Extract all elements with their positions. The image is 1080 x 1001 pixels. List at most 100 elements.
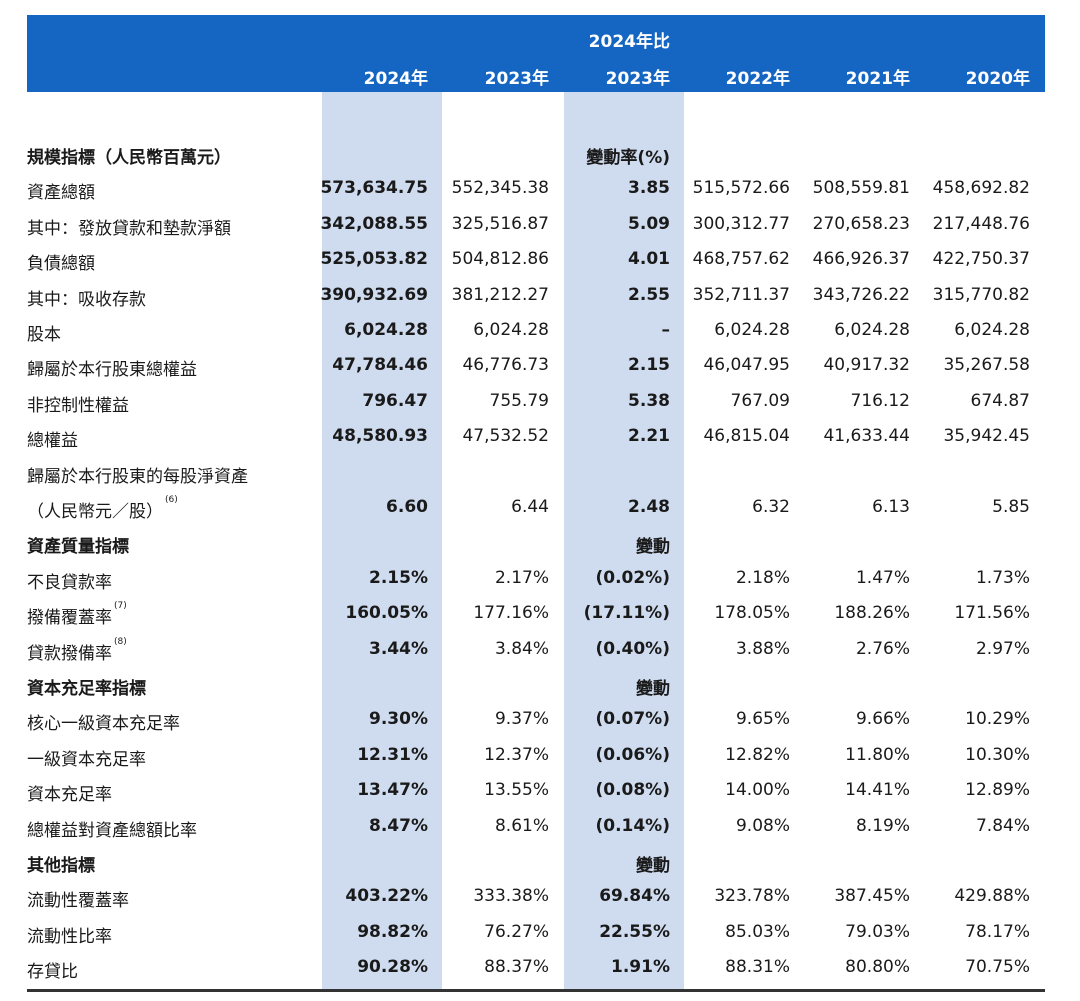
cell-2024: 12.31%	[357, 744, 428, 765]
cell-2024: 573,634.75	[320, 178, 428, 199]
row-label: 流動性比率	[27, 926, 112, 947]
cell-2020: 7.84%	[975, 815, 1030, 836]
cell-change: 5.09	[628, 213, 670, 234]
table-row: 總權益 48,580.93 47,532.52 2.21 46,815.04 41,633…	[27, 420, 1045, 455]
cell-change: 2.48	[628, 497, 670, 517]
cell-2020: 217,448.76	[932, 213, 1030, 234]
change-type-note: 變動	[636, 537, 670, 558]
cell-2022: 767.09	[730, 390, 790, 411]
cell-2021: 9.66%	[855, 709, 910, 730]
row-label: 其中：發放貸款和墊款淨額	[27, 218, 231, 239]
cell-2021: 8.19%	[855, 815, 910, 836]
table-row: 歸屬於本行股東的每股淨資產	[27, 456, 1045, 491]
cell-2023: 325,516.87	[451, 213, 549, 234]
footnote-marker: (7)	[114, 601, 127, 612]
table-row: 撥備覆蓋率 (7) 160.05% 177.16% (17.11%) 178.05% 188…	[27, 597, 1045, 632]
cell-2024: 525,053.82	[320, 249, 428, 270]
cell-2022: 85.03%	[725, 921, 790, 942]
cell-2021: 79.03%	[845, 921, 910, 942]
cell-2024: 48,580.93	[332, 426, 428, 447]
cell-2023: 13.55%	[484, 780, 549, 801]
row-label: 一級資本充足率	[27, 749, 146, 770]
cell-2021: 80.80%	[845, 957, 910, 978]
cell-2024: 160.05%	[345, 603, 428, 624]
row-label: 撥備覆蓋率	[27, 608, 112, 629]
row-label: 負債總額	[27, 254, 95, 275]
table-row: 非控制性權益 796.47 755.79 5.38 767.09 716.12 674.87	[27, 385, 1045, 420]
cell-2020: 12.89%	[965, 780, 1030, 801]
section-title: 規模指標（人民幣百萬元）	[27, 148, 231, 168]
footnote-marker: (8)	[114, 636, 127, 647]
table-row: 不良貸款率 2.15% 2.17% (0.02%) 2.18% 1.47% 1.73%	[27, 562, 1045, 597]
cell-2024: 3.44%	[369, 638, 428, 659]
cell-2020: 429.88%	[954, 886, 1030, 907]
row-label: （人民幣元／股）	[27, 502, 163, 522]
cell-change: –	[661, 320, 671, 340]
cell-2023: 552,345.38	[451, 178, 549, 199]
cell-2022: 12.82%	[725, 744, 790, 765]
cell-2021: 270,658.23	[812, 213, 910, 234]
row-label: 歸屬於本行股東總權益	[27, 360, 197, 381]
cell-2020: 458,692.82	[932, 178, 1030, 199]
table-row: 總權益對資產總額比率 8.47% 8.61% (0.14%) 9.08% 8.19% 7.8…	[27, 810, 1045, 845]
cell-2022: 468,757.62	[692, 249, 790, 270]
header-col-2022: 2022年	[725, 69, 790, 89]
table-header: 2024年比 2024年 2023年 2023年 2022年 2021年 202…	[27, 15, 1045, 92]
cell-change: 4.01	[628, 249, 670, 270]
cell-2023: 381,212.27	[451, 284, 549, 305]
cell-2024: 90.28%	[357, 957, 428, 978]
cell-2022: 6.32	[752, 497, 790, 517]
cell-2021: 387.45%	[834, 886, 910, 907]
cell-2021: 188.26%	[834, 603, 910, 624]
cell-2022: 2.18%	[735, 567, 790, 588]
cell-2020: 171.56%	[954, 603, 1030, 624]
cell-change: (17.11%)	[583, 603, 670, 624]
row-label: 流動性覆蓋率	[27, 891, 129, 912]
row-label: 不良貸款率	[27, 572, 112, 593]
cell-2024: 342,088.55	[320, 213, 428, 234]
header-col-2024: 2024年	[363, 69, 428, 89]
cell-change: 3.85	[628, 178, 670, 199]
cell-2022: 14.00%	[725, 780, 790, 801]
table-row: （人民幣元／股） (6) 6.60 6.44 2.48 6.32 6.13 5.85	[27, 491, 1045, 526]
cell-2021: 40,917.32	[823, 355, 910, 376]
cell-2021: 2.76%	[855, 638, 910, 659]
cell-2021: 6,024.28	[834, 320, 910, 340]
cell-change: 2.15	[628, 355, 670, 376]
table-row: 歸屬於本行股東總權益 47,784.46 46,776.73 2.15 46,047.9…	[27, 349, 1045, 384]
cell-change: 5.38	[628, 390, 670, 411]
table-row: 其中：吸收存款 390,932.69 381,212.27 2.55 352,711.3…	[27, 279, 1045, 314]
cell-2021: 41,633.44	[823, 426, 910, 447]
section-title: 資本充足率指標	[27, 679, 146, 699]
cell-change: (0.40%)	[595, 638, 670, 659]
row-label: 股本	[27, 325, 61, 345]
cell-2023: 504,812.86	[451, 249, 549, 270]
header-col-2021: 2021年	[845, 69, 910, 89]
cell-2023: 8.61%	[494, 815, 549, 836]
cell-2023: 333.38%	[473, 886, 549, 907]
cell-2021: 508,559.81	[812, 178, 910, 199]
cell-2020: 674.87	[970, 390, 1030, 411]
cell-2022: 9.08%	[735, 815, 790, 836]
cell-change: (0.14%)	[595, 815, 670, 836]
cell-2022: 515,572.66	[692, 178, 790, 199]
cell-2020: 5.85	[992, 497, 1030, 517]
cell-2022: 300,312.77	[692, 213, 790, 234]
cell-2021: 1.47%	[855, 567, 910, 588]
cell-2024: 98.82%	[357, 921, 428, 942]
row-label: 其中：吸收存款	[27, 289, 146, 310]
header-col-2020: 2020年	[965, 69, 1030, 89]
table-row: 存貸比 90.28% 88.37% 1.91% 88.31% 80.80% 70.75%	[27, 951, 1045, 986]
cell-change: 69.84%	[599, 886, 670, 907]
cell-2023: 177.16%	[473, 603, 549, 624]
cell-2023: 2.17%	[494, 567, 549, 588]
cell-2022: 9.65%	[735, 709, 790, 730]
cell-2023: 88.37%	[484, 957, 549, 978]
cell-2023: 6,024.28	[473, 320, 549, 340]
table-row: 核心一級資本充足率 9.30% 9.37% (0.07%) 9.65% 9.66% 10.2…	[27, 703, 1045, 738]
cell-2020: 35,267.58	[943, 355, 1030, 376]
cell-2021: 11.80%	[845, 744, 910, 765]
table-row: 資產總額 573,634.75 552,345.38 3.85 515,572.66 50…	[27, 172, 1045, 207]
cell-2020: 78.17%	[965, 921, 1030, 942]
cell-2022: 3.88%	[735, 638, 790, 659]
